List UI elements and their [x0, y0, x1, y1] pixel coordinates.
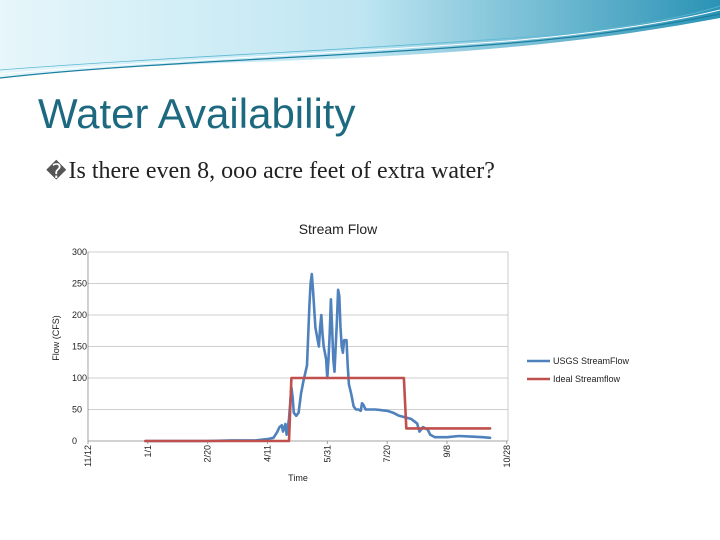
- x-axis-title: Time: [288, 473, 308, 483]
- y-tick-label-50: 50: [72, 405, 82, 415]
- question-text: Is there even 8, ooo acre feet of extra …: [68, 158, 495, 184]
- x-tick-label-6: 9/8: [442, 445, 452, 458]
- series: [144, 272, 492, 443]
- bullet-glyph: �: [46, 161, 67, 183]
- x-tick-label-3: 4/11: [262, 445, 272, 462]
- x-tick-label-1: 1/1: [143, 445, 153, 458]
- legend-label-0: USGS StreamFlow: [553, 356, 630, 366]
- x-tick-label-7: 10/28: [502, 445, 512, 468]
- labels: Stream Flow 0 50 100 150 200 250 300 11/12 1/1 2/2…: [51, 221, 512, 483]
- y-tick-label-0: 0: [72, 436, 77, 446]
- bullet-question: �Is there even 8, ooo acre feet of extra…: [46, 158, 495, 185]
- header-wave-decoration: [0, 0, 720, 79]
- series-line-1: [144, 376, 492, 443]
- y-tick-label-200: 200: [72, 310, 87, 320]
- slide-title: Water Availability: [38, 90, 356, 137]
- legend-label-1: Ideal Streamflow: [553, 374, 621, 384]
- y-tick-label-300: 300: [72, 247, 87, 257]
- x-tick-label-2: 2/20: [203, 445, 213, 463]
- legend: USGS StreamFlow Ideal Streamflow: [527, 356, 630, 384]
- y-tick-label-100: 100: [72, 373, 87, 383]
- y-tick-label-250: 250: [72, 279, 87, 289]
- series-line-0: [144, 272, 492, 443]
- x-tick-label-5: 7/20: [382, 445, 392, 463]
- stream-flow-chart: Stream Flow 0 50 100 150 200 250 300 11/12 1/1 2/2…: [51, 221, 630, 483]
- y-axis-title: Flow (CFS): [51, 315, 61, 361]
- y-tick-label-150: 150: [72, 342, 87, 352]
- x-tick-label-4: 5/31: [322, 445, 332, 463]
- x-tick-label-0: 11/12: [83, 445, 93, 467]
- chart-title: Stream Flow: [299, 221, 378, 237]
